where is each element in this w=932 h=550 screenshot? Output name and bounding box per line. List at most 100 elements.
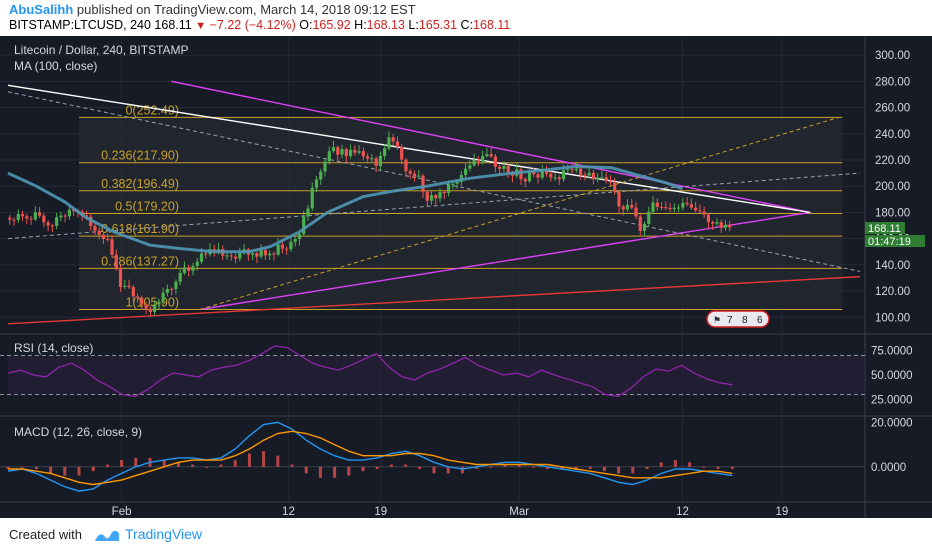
candle-body (672, 207, 676, 210)
chart-svg[interactable]: 0(252.49) 0.236(217.90) 0.382(196.49) 0.5(1… (0, 36, 932, 518)
macd-histogram-bar (432, 466, 436, 474)
macd-histogram-bar (120, 460, 124, 467)
candle-body (33, 212, 37, 220)
footer: Created with TradingView (0, 518, 932, 550)
down-arrow-icon: ▼ (195, 20, 207, 32)
candle-body (613, 182, 617, 192)
candle-body (110, 239, 114, 255)
candle-body (101, 234, 106, 240)
macd-line (7, 421, 733, 492)
rsi-legend: RSI (14, close) (14, 341, 93, 355)
chart-area[interactable]: 0(252.49) 0.236(217.90) 0.382(196.49) 0.5(1… (0, 36, 932, 518)
time-tick-label: Feb (112, 506, 132, 518)
candle-body (348, 149, 353, 157)
macd-histogram-bar (688, 462, 692, 467)
candle-body (617, 191, 621, 207)
candle-body (225, 255, 229, 257)
time-tick-label: Mar (509, 506, 529, 518)
flag-icon: ⚑ (713, 315, 721, 325)
candle-body (306, 208, 310, 217)
macd-histogram-bar (247, 453, 251, 467)
event-badge[interactable]: ⚑ 7 8 6 (706, 310, 770, 328)
macd-histogram-bar (446, 466, 450, 474)
high-label: H: (354, 18, 367, 32)
candle-body (723, 224, 728, 228)
publish-line: AbuSalihh published on TradingView.com, … (9, 2, 416, 17)
macd-histogram-bar (34, 466, 38, 469)
candle-body (561, 170, 566, 180)
price-tick-label: 120.00 (875, 286, 910, 298)
macd-tick-label: 20.0000 (871, 417, 913, 429)
candle-body (366, 156, 370, 159)
candle-body (651, 202, 655, 212)
last-price-tag (865, 222, 905, 234)
candle-body (174, 281, 178, 290)
macd-histogram-bar (460, 466, 464, 474)
candle-body (29, 218, 33, 220)
tradingview-brand[interactable]: TradingView (125, 526, 203, 542)
candle-body (16, 214, 20, 220)
ohlc-line: BITSTAMP:LTCUSD, 240 168.11 ▼ −7.22 (−4.… (9, 18, 510, 32)
candle-body (144, 304, 148, 309)
candle-body (506, 166, 510, 173)
macd-histogram-bar (333, 466, 337, 478)
candle-body (408, 171, 412, 174)
candle-body (310, 187, 314, 209)
candle-body (72, 209, 76, 212)
price-tick-label: 280.00 (875, 76, 910, 88)
author-link[interactable]: AbuSalihh (9, 2, 74, 17)
published-text: published on TradingView.com, March 14, … (76, 2, 416, 17)
candle-body (719, 222, 723, 228)
macd-panel: 20.0000 0.0000 (0, 417, 913, 492)
candle-body (502, 166, 506, 169)
trend-lines (7, 80, 861, 325)
candle-body (711, 222, 715, 224)
candle-body (698, 210, 702, 212)
symbol-label: BITSTAMP:LTCUSD, 240 (9, 18, 151, 32)
rsi-panel: 75.0000 50.0000 25.0000 (0, 345, 913, 406)
rsi-band (8, 355, 865, 395)
candle-body (468, 165, 472, 169)
dashed-fib-diagonal (199, 116, 839, 311)
candle-body (668, 207, 672, 210)
high-value: 168.13 (366, 18, 405, 32)
candle-body (536, 174, 540, 178)
candle-body (153, 304, 157, 313)
candle-body (579, 168, 583, 175)
candle-body (638, 216, 642, 231)
time-tick-label: 19 (776, 506, 789, 518)
candle-body (681, 202, 685, 208)
candle-body (67, 209, 72, 217)
candle-body (42, 215, 46, 223)
price-tick-label: 200.00 (875, 181, 910, 193)
last-price: 168.11 (154, 18, 192, 32)
candle-body (442, 192, 446, 194)
macd-histogram-bar (673, 460, 677, 467)
candle-body (93, 225, 97, 231)
candle-body (664, 207, 668, 209)
macd-histogram-bar (49, 466, 53, 474)
candle-body (361, 151, 365, 157)
candle-body (12, 219, 16, 221)
candle-body (634, 207, 638, 217)
rsi-tick-label: 25.0000 (871, 394, 913, 406)
candle-body (476, 159, 480, 162)
main-title: Litecoin / Dollar, 240, BITSTAMP (14, 43, 189, 57)
macd-histogram-bar (546, 466, 550, 469)
macd-histogram-bar (602, 466, 606, 472)
candle-body (187, 267, 191, 271)
candle-body (255, 253, 259, 257)
macd-histogram-bar (347, 466, 351, 476)
macd-tick-label: 0.0000 (871, 462, 906, 474)
macd-histogram-bar (617, 466, 621, 474)
fib-label: 0.786(137.27) (101, 254, 179, 268)
candle-body (694, 207, 698, 211)
macd-histogram-bar (262, 451, 266, 467)
candle-body (106, 239, 110, 241)
badge-num-2: 8 (742, 315, 748, 326)
candle-body (263, 249, 267, 256)
candle-body (553, 177, 557, 179)
macd-histogram-bar (659, 462, 663, 467)
macd-histogram-bar (318, 466, 322, 478)
candle-body (689, 204, 693, 208)
